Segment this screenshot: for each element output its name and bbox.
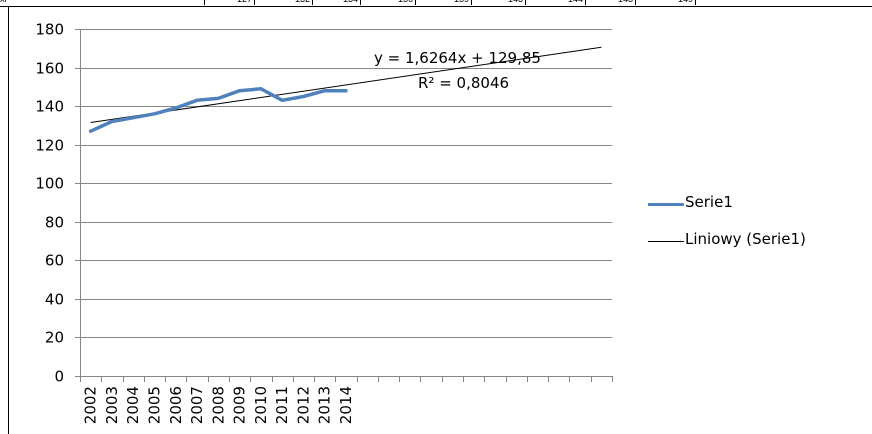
y-tick-label: 0: [54, 368, 64, 386]
x-tick-label: 2002: [82, 386, 100, 424]
spreadsheet-row-cutoff: xl 127 132 134 136 139 143 144 148 149: [0, 0, 872, 7]
x-tick-label: 2006: [167, 386, 185, 424]
legend: Serie1 Liniowy (Serie1): [648, 193, 868, 267]
y-tick-label: 80: [45, 214, 64, 232]
x-tick-label: 2004: [124, 386, 142, 424]
sheet-cell: 136: [361, 0, 416, 5]
x-tick-label: 2009: [231, 386, 249, 424]
trendline-layer: [90, 46, 602, 124]
x-tick-label: 2013: [316, 386, 334, 424]
y-tick-label: 100: [35, 175, 64, 193]
gridlines: [80, 29, 612, 338]
sheet-cell: 148: [586, 0, 636, 5]
sheet-cell: 132: [255, 0, 313, 5]
x-tick-label: 2003: [103, 386, 121, 424]
sheet-cell: 127: [205, 0, 255, 5]
x-tick-label: 2014: [337, 386, 355, 424]
sheet-cell: 144: [526, 0, 586, 5]
sheet-cell: 134: [313, 0, 361, 5]
trendline-equation: y = 1,6264x + 129,85: [374, 49, 541, 67]
axes: [75, 29, 613, 382]
sheet-cell: 149: [636, 0, 696, 5]
x-tick-label: 2007: [188, 386, 206, 424]
legend-label-trendline: Liniowy (Serie1): [685, 230, 806, 248]
legend-label-serie1: Serie1: [685, 193, 733, 211]
legend-item-serie1: Serie1: [648, 193, 868, 215]
y-tick-label: 20: [45, 329, 64, 347]
y-tick-label: 160: [35, 60, 64, 78]
y-tick-label: 60: [45, 252, 64, 270]
tick-labels: 0 20 40 60 80 100 120 140 160 180 2002 2003 2004 2005…: [35, 21, 355, 425]
legend-item-trendline: Liniowy (Serie1): [648, 230, 868, 252]
series-line: [88, 87, 348, 133]
sheet-cell: 143: [472, 0, 526, 5]
x-tick-label: 2011: [273, 386, 291, 424]
x-tick-label: 2008: [209, 386, 227, 424]
trendline-r-squared: R² = 0,8046: [418, 74, 509, 92]
y-tick-label: 140: [35, 98, 64, 116]
y-tick-label: 40: [45, 291, 64, 309]
legend-swatch-trendline: [648, 241, 684, 242]
y-tick-label: 180: [35, 21, 64, 39]
y-tick-label: 120: [35, 137, 64, 155]
series-layer: [88, 87, 348, 133]
x-tick-label: 2010: [252, 386, 270, 424]
legend-swatch-serie1: [648, 203, 684, 206]
sheet-cell: 139: [416, 0, 472, 5]
x-tick-label: 2005: [145, 386, 163, 424]
sheet-cell: xl: [0, 0, 205, 5]
trendline: [90, 46, 602, 124]
x-tick-label: 2012: [294, 386, 312, 424]
chart-left-border: [8, 6, 9, 434]
